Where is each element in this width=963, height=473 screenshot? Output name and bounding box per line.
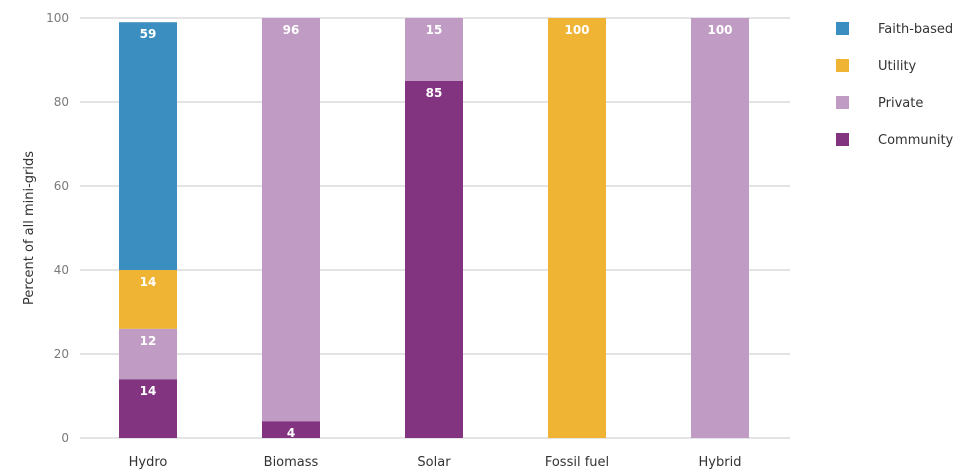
legend-label-faith-based: Faith-based <box>878 22 953 37</box>
bar-solar-community <box>405 81 463 438</box>
legend-swatch-community <box>836 133 849 146</box>
y-tick-label-80: 80 <box>54 95 69 109</box>
data-label-biomass-private: 96 <box>283 23 300 37</box>
legend-label-community: Community <box>878 133 954 148</box>
data-label-hydro-faith-based: 59 <box>140 27 157 41</box>
bar-solar-private <box>405 18 463 81</box>
bar-hydro-utility <box>119 270 177 329</box>
data-label-hybrid-private: 100 <box>707 23 732 37</box>
bar-hybrid-private <box>691 18 749 438</box>
bar-fossil-fuel-utility <box>548 18 606 438</box>
x-tick-label-hydro: Hydro <box>129 455 168 470</box>
legend-label-utility: Utility <box>878 59 917 74</box>
data-label-solar-community: 85 <box>426 86 443 100</box>
y-tick-label-60: 60 <box>54 179 69 193</box>
data-label-hydro-community: 14 <box>140 384 157 398</box>
bar-biomass-community <box>262 421 320 438</box>
bar-hydro-faith-based <box>119 22 177 271</box>
bar-hydro-community <box>119 379 177 438</box>
x-tick-label-fossil-fuel: Fossil fuel <box>545 455 609 470</box>
x-tick-label-biomass: Biomass <box>264 455 319 470</box>
data-label-fossil-fuel-utility: 100 <box>564 23 589 37</box>
data-label-solar-private: 15 <box>426 23 443 37</box>
y-axis-label: Percent of all mini-grids <box>22 151 37 305</box>
bar-hydro-private <box>119 328 177 380</box>
data-label-biomass-community: 4 <box>287 426 295 440</box>
x-tick-label-hybrid: Hybrid <box>699 455 742 470</box>
data-label-hydro-utility: 14 <box>140 275 157 289</box>
bar-biomass-private <box>262 18 320 422</box>
legend-swatch-faith-based <box>836 22 849 35</box>
y-tick-label-100: 100 <box>46 11 69 25</box>
y-tick-label-40: 40 <box>54 263 69 277</box>
legend-label-private: Private <box>878 96 923 111</box>
data-label-hydro-private: 12 <box>140 334 157 348</box>
legend-swatch-private <box>836 96 849 109</box>
y-tick-label-0: 0 <box>61 431 69 445</box>
legend-swatch-utility <box>836 59 849 72</box>
y-tick-label-20: 20 <box>54 347 69 361</box>
x-tick-label-solar: Solar <box>417 455 451 470</box>
